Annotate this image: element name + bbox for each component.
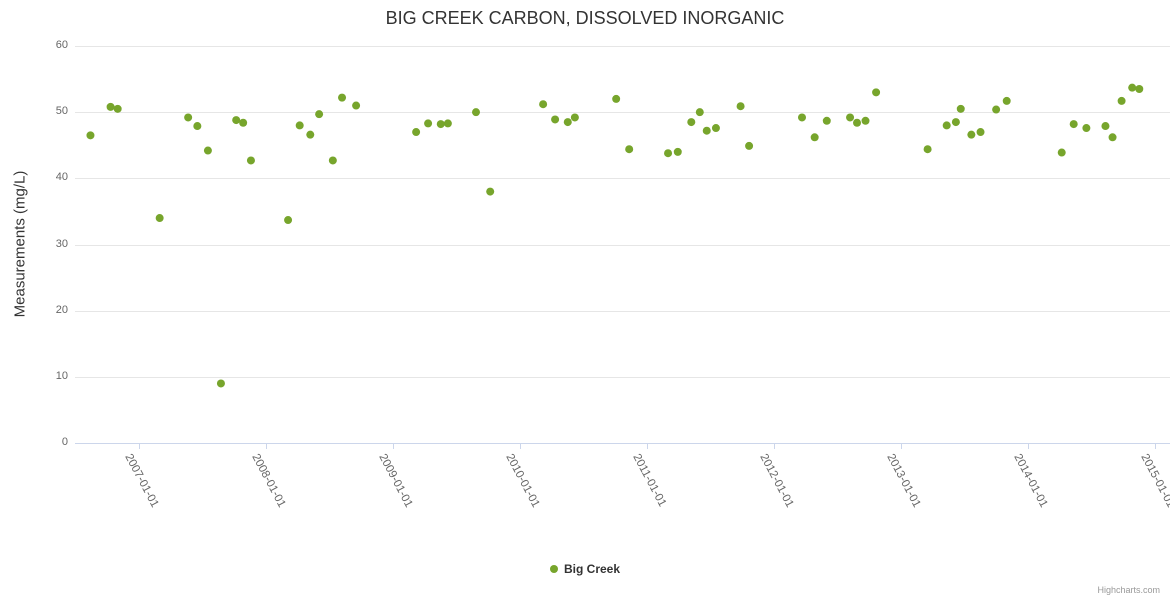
data-point[interactable] (872, 88, 881, 97)
data-point[interactable] (956, 104, 965, 113)
y-axis-tick-label: 0 (61, 436, 68, 448)
data-point[interactable] (551, 115, 560, 124)
data-point[interactable] (1069, 120, 1078, 129)
data-point[interactable] (216, 379, 225, 388)
data-point[interactable] (232, 116, 241, 125)
data-point[interactable] (625, 145, 634, 154)
data-point[interactable] (1117, 96, 1126, 105)
data-point[interactable] (570, 113, 579, 122)
chart-title: BIG CREEK CARBON, DISSOLVED INORGANIC (385, 8, 785, 28)
data-point[interactable] (306, 130, 315, 139)
data-point[interactable] (352, 101, 361, 110)
data-point[interactable] (436, 120, 445, 129)
data-point[interactable] (486, 187, 495, 196)
data-point[interactable] (315, 110, 324, 119)
data-point[interactable] (193, 122, 202, 131)
data-point[interactable] (976, 128, 985, 137)
data-point[interactable] (673, 147, 682, 156)
highcharts-credits[interactable]: Highcharts.com (1097, 585, 1160, 595)
data-point[interactable] (1002, 96, 1011, 105)
y-axis-tick-label: 50 (55, 105, 68, 118)
data-point[interactable] (203, 146, 212, 155)
data-point[interactable] (155, 214, 164, 223)
data-point[interactable] (810, 133, 819, 142)
data-point[interactable] (443, 119, 452, 128)
data-point[interactable] (1082, 124, 1091, 133)
data-point[interactable] (86, 131, 95, 140)
data-point[interactable] (967, 130, 976, 139)
data-point[interactable] (424, 119, 433, 128)
data-point[interactable] (246, 156, 255, 165)
data-point[interactable] (295, 121, 304, 130)
data-point[interactable] (687, 118, 696, 127)
data-point[interactable] (853, 118, 862, 127)
data-point[interactable] (923, 145, 932, 154)
data-point[interactable] (695, 108, 704, 117)
data-point[interactable] (736, 102, 745, 111)
y-axis-tick-label: 60 (55, 39, 68, 51)
data-point[interactable] (239, 118, 248, 127)
data-point[interactable] (1135, 85, 1144, 94)
y-axis-tick-label: 20 (55, 303, 68, 316)
data-point[interactable] (664, 149, 673, 158)
data-point[interactable] (745, 141, 754, 150)
data-point[interactable] (184, 113, 193, 122)
data-point[interactable] (412, 128, 421, 137)
data-point[interactable] (992, 105, 1001, 114)
data-point[interactable] (471, 108, 480, 117)
data-point[interactable] (1128, 83, 1137, 92)
data-point[interactable] (798, 113, 807, 122)
y-axis-tick-label: 30 (55, 237, 68, 250)
legend-marker-icon (549, 565, 558, 573)
data-point[interactable] (711, 124, 720, 133)
data-point[interactable] (822, 116, 831, 125)
legend-series-label: Big Creek (563, 562, 621, 576)
data-point[interactable] (328, 156, 337, 165)
data-point[interactable] (113, 104, 122, 113)
data-point[interactable] (1108, 133, 1117, 142)
data-point[interactable] (702, 126, 711, 135)
data-point[interactable] (846, 113, 855, 122)
data-point[interactable] (1101, 122, 1110, 131)
data-point[interactable] (539, 100, 548, 109)
data-point[interactable] (951, 118, 960, 127)
y-axis-tick-label: 40 (55, 171, 68, 184)
legend[interactable]: Big Creek (0, 562, 1170, 576)
data-point[interactable] (861, 116, 870, 125)
data-point[interactable] (612, 94, 621, 103)
data-point[interactable] (284, 216, 293, 225)
data-point[interactable] (942, 121, 951, 130)
data-point[interactable] (338, 93, 347, 102)
y-axis-tick-label: 10 (55, 369, 68, 382)
data-point[interactable] (563, 118, 572, 127)
data-point[interactable] (106, 102, 115, 111)
data-point[interactable] (1057, 148, 1066, 157)
